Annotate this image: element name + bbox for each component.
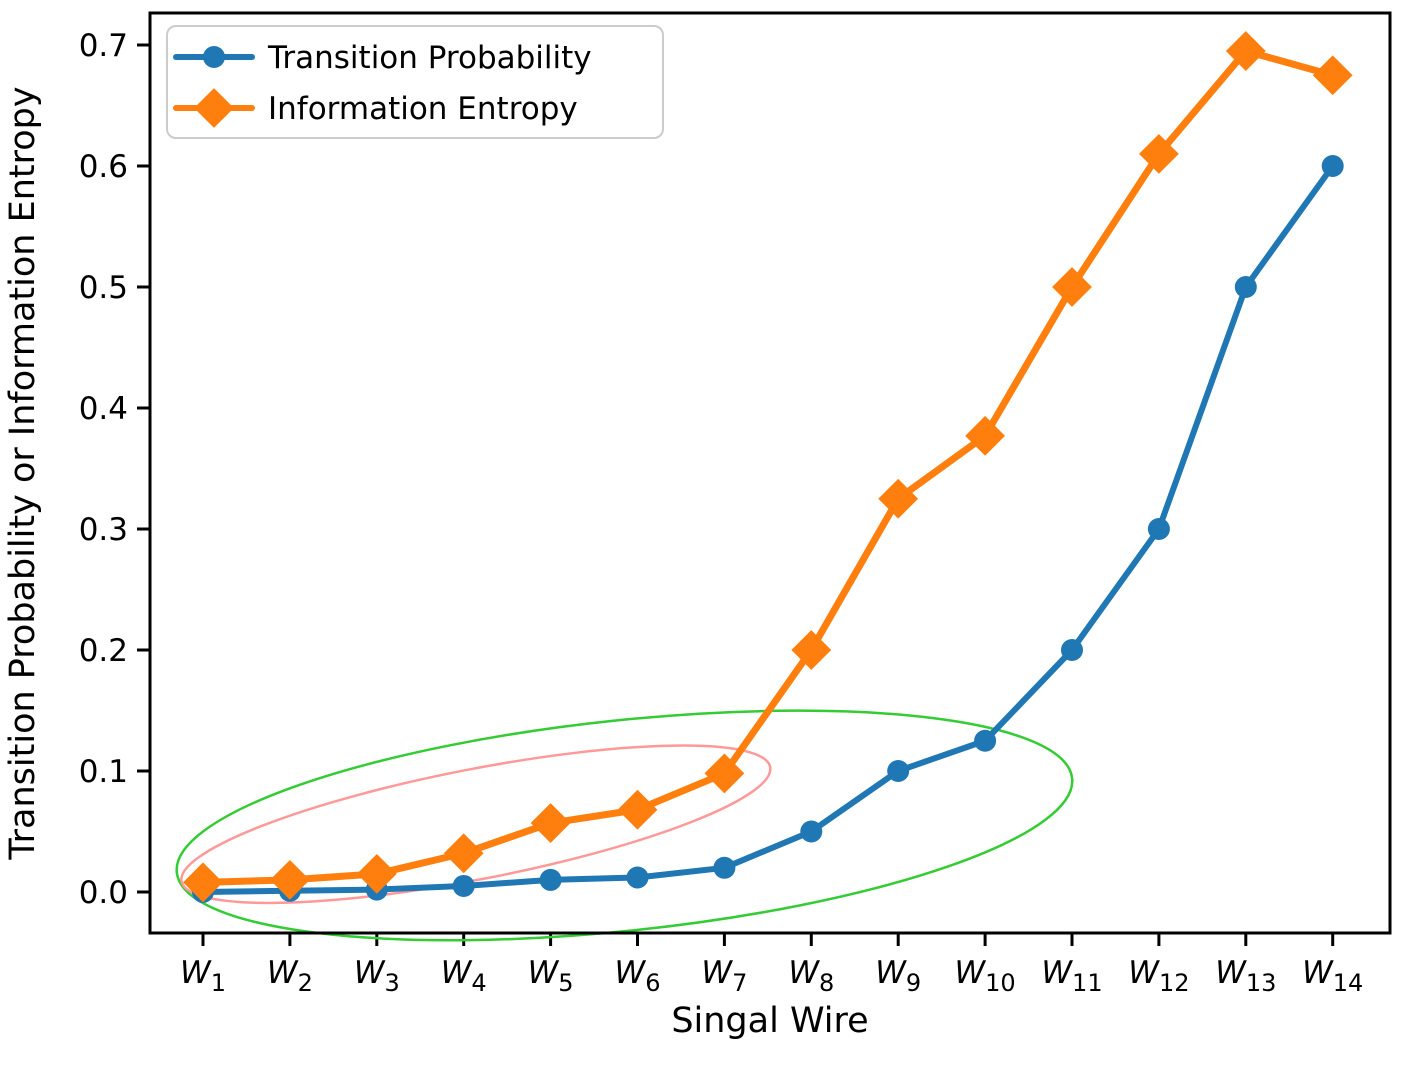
y-tick-label: 0.4 [79,391,128,427]
y-tick-label: 0.3 [79,512,128,548]
legend-item-label: Transition Probability [267,40,592,76]
y-axis-label: Transition Probability or Information En… [3,86,43,860]
annotation-pink-region-ellipse [180,744,772,905]
y-tick-label: 0.2 [79,633,128,669]
data-point-marker [878,478,919,519]
x-tick-label: W9 [875,955,921,997]
data-point-marker [452,874,475,897]
y-axis: 0.0 0.1 0.2 0.3 0.4 0.5 0.6 0.7 [79,28,150,911]
data-point-marker [269,859,310,900]
data-point-marker [1061,639,1083,661]
data-point-marker [887,760,910,782]
data-point-marker [1138,133,1179,174]
data-point-marker [713,856,736,879]
data-point-marker [791,630,832,670]
y-tick-label: 0.6 [79,149,128,185]
data-point-marker [356,853,397,894]
legend: Transition Probability Information Entrop… [166,25,664,139]
data-point-marker [617,789,658,830]
legend-box [166,25,664,139]
data-point-marker [704,753,745,794]
data-point-marker [1147,518,1170,540]
data-point-marker [800,820,823,843]
x-axis: W1 W2 W3 W4 W5 W6 W7 W8 W9 W10 W11 W12 W13 W14 [180,933,1363,997]
x-tick-label: W4 [441,955,487,997]
data-point-marker [1312,55,1353,96]
data-point-marker [183,862,223,903]
data-point-marker [626,866,649,889]
pink-region-ellipse [180,744,772,905]
y-tick-label: 0.0 [79,875,128,911]
series-line [200,163,1336,895]
data-point-marker [974,729,997,752]
data-point-marker [1321,155,1344,177]
data-point-marker [203,46,225,68]
data-point-marker [965,415,1006,456]
x-tick-label: W14 [1302,955,1363,997]
green-region-ellipse [175,709,1074,942]
data-point-marker [530,803,571,843]
x-tick-label: W10 [954,955,1015,997]
data-point-marker [1225,31,1266,71]
x-tick-label: W3 [354,955,400,997]
y-tick-label: 0.5 [79,270,128,306]
x-tick-label: W7 [701,955,747,997]
x-tick-label: W8 [788,955,834,997]
annotation-green-region-ellipse [175,709,1074,942]
y-tick-label: 0.1 [79,754,128,790]
plot-frame [148,11,1392,935]
x-tick-label: W12 [1128,955,1189,997]
x-tick-label: W6 [615,955,661,997]
legend-item-label: Information Entropy [268,91,578,127]
data-point-marker [1052,267,1092,307]
x-axis-label: Singal Wire [671,1001,868,1041]
data-point-marker [443,833,484,874]
data-point-marker [1234,276,1257,298]
series-information-entropy [183,31,1353,903]
x-tick-label: W5 [528,955,574,997]
x-tick-label: W13 [1215,955,1276,997]
x-tick-label: W2 [267,955,313,997]
x-tick-label: W1 [180,955,226,997]
x-tick-label: W11 [1041,955,1102,997]
data-point-marker [539,868,562,891]
y-tick-label: 0.7 [79,28,128,64]
